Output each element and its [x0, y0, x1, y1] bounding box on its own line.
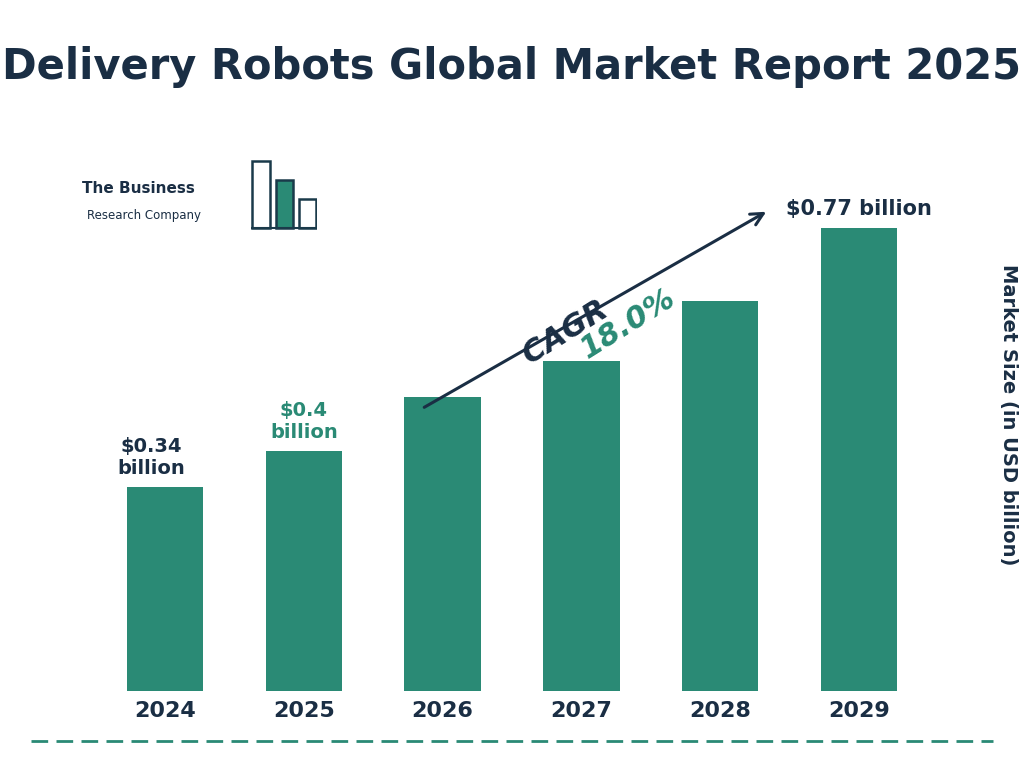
Text: $0.77 billion: $0.77 billion [785, 200, 932, 220]
Text: Research Company: Research Company [87, 209, 202, 221]
Text: The Business: The Business [82, 180, 195, 196]
Text: Market Size (in USD billion): Market Size (in USD billion) [999, 264, 1018, 565]
Text: $0.4
billion: $0.4 billion [270, 401, 338, 442]
Bar [299, 199, 316, 228]
Bar [252, 161, 269, 228]
Text: Delivery Robots Global Market Report 2025: Delivery Robots Global Market Report 202… [2, 46, 1022, 88]
Text: CAGR: CAGR [517, 290, 622, 369]
Bar [127, 487, 204, 691]
Bar [682, 300, 758, 691]
Text: $0.34
billion: $0.34 billion [118, 437, 185, 478]
Bar [404, 397, 481, 691]
Bar [543, 361, 620, 691]
Bar [275, 180, 293, 228]
Bar [266, 451, 342, 691]
Bar [820, 228, 897, 691]
Text: 18.0%: 18.0% [575, 283, 681, 363]
